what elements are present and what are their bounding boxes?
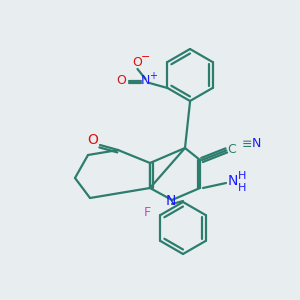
Text: O: O — [88, 133, 98, 147]
Text: ≡: ≡ — [242, 138, 253, 151]
Text: N: N — [141, 74, 150, 88]
Text: C: C — [227, 143, 236, 156]
Text: H: H — [238, 183, 246, 193]
Text: N: N — [166, 194, 176, 208]
Text: +: + — [149, 71, 158, 81]
Text: −: − — [141, 52, 150, 62]
Text: O: O — [116, 74, 126, 88]
Text: F: F — [144, 206, 151, 220]
Text: H: H — [238, 171, 246, 181]
Text: N: N — [252, 137, 261, 150]
Text: N: N — [228, 174, 238, 188]
Text: O: O — [133, 56, 142, 70]
